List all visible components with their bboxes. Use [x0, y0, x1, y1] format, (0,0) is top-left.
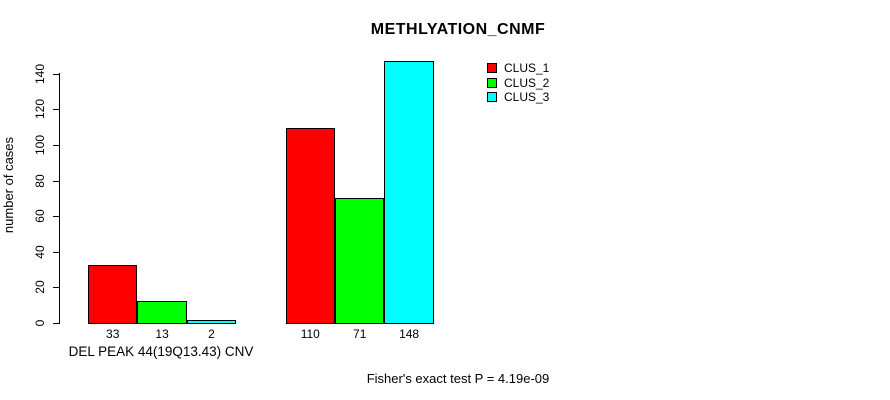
y-tick-label: 0 — [33, 319, 47, 327]
y-tick — [53, 109, 59, 111]
bar-value-label: 71 — [353, 327, 367, 341]
legend-item-clus_2: CLUS_2 — [487, 77, 549, 89]
y-tick — [53, 287, 59, 289]
y-axis-line — [59, 73, 60, 324]
bar-clus_1-group1 — [88, 265, 138, 324]
x-axis-label: DEL PEAK 44(19Q13.43) CNV — [68, 344, 254, 359]
y-tick — [53, 145, 59, 146]
bar-clus_2-group1 — [137, 300, 187, 324]
y-tick-label: 40 — [33, 245, 47, 259]
bar-value-label: 110 — [300, 327, 320, 341]
y-tick — [53, 323, 59, 324]
y-tick-label: 140 — [33, 63, 47, 84]
y-tick-label: 20 — [33, 280, 47, 295]
bar-value-label: 148 — [399, 327, 420, 341]
legend-item-clus_3: CLUS_3 — [487, 91, 549, 103]
bar-clus_1-group2 — [285, 128, 335, 324]
y-tick-label: 120 — [33, 99, 47, 120]
bar-clus_3-group1 — [186, 320, 237, 324]
bar-clus_2-group2 — [335, 197, 385, 324]
y-tick — [53, 73, 59, 75]
legend-label: CLUS_2 — [504, 75, 550, 90]
y-tick — [53, 216, 59, 218]
y-tick-label: 80 — [33, 173, 47, 188]
bar-value-label: 33 — [106, 327, 120, 341]
y-tick-label: 60 — [33, 209, 47, 223]
chart-title: METHLYATION_CNMF — [370, 21, 546, 38]
bar-value-label: 2 — [208, 327, 215, 341]
legend-swatch-clus_2 — [487, 77, 497, 88]
y-tick — [53, 180, 59, 182]
y-tick — [53, 251, 59, 253]
legend-label: CLUS_3 — [504, 90, 550, 104]
legend-item-clus_1: CLUS_1 — [487, 62, 549, 74]
legend: CLUS_1 CLUS_2 CLUS_3 — [487, 62, 549, 106]
stat-annotation: Fisher's exact test P = 4.19e-09 — [366, 371, 550, 386]
legend-label: CLUS_1 — [504, 61, 550, 75]
legend-swatch-clus_3 — [487, 92, 497, 102]
y-tick-label: 100 — [33, 134, 47, 156]
y-axis-label: number of cases — [1, 136, 16, 234]
bar-value-label: 13 — [155, 327, 169, 341]
legend-swatch-clus_1 — [487, 63, 497, 73]
bar-clus_3-group2 — [384, 60, 434, 324]
